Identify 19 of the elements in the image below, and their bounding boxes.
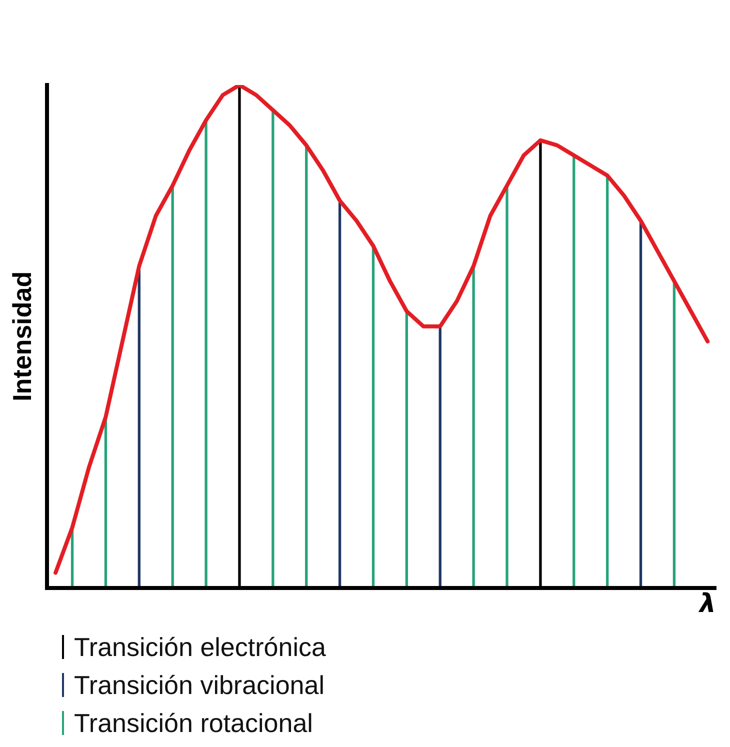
bar (204, 120, 208, 588)
bar (372, 246, 375, 588)
bar (438, 326, 442, 588)
legend-label: Transición electrónica (74, 632, 326, 662)
bar (338, 200, 342, 588)
bar (472, 266, 475, 588)
y-axis-title: Intensidad (6, 271, 37, 402)
bar (305, 145, 308, 588)
bar (572, 155, 576, 588)
bar (171, 185, 174, 588)
bar (405, 310, 408, 588)
x-axis-title: λ (698, 589, 716, 620)
legend-label: Transición rotacional (74, 708, 313, 738)
legend-label: Transición vibracional (74, 670, 324, 700)
bar (272, 110, 274, 588)
bar (639, 220, 642, 588)
bar (672, 280, 676, 588)
bar (506, 185, 508, 588)
bar (606, 175, 609, 588)
